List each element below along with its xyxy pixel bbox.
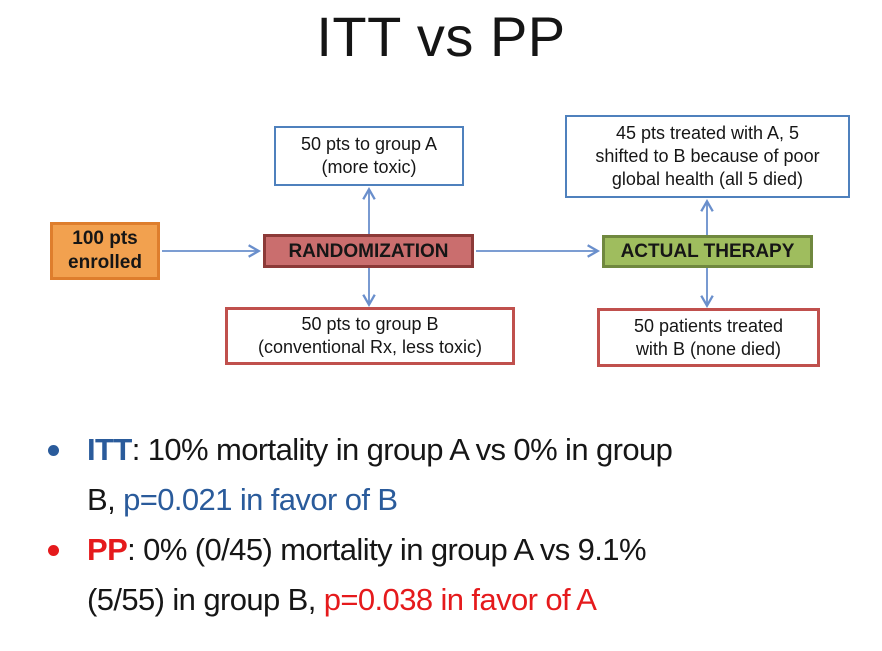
bullet-text-segment: p=0.021 in favor of B <box>123 482 398 517</box>
node-group-a: 50 pts to group A (more toxic) <box>274 126 464 186</box>
node-enrolled: 100 pts enrolled <box>50 222 160 280</box>
bullet-text-segment: : 10% mortality in group A vs 0% in grou… <box>87 432 673 517</box>
node-group-b: 50 pts to group B (conventional Rx, less… <box>225 307 515 365</box>
bullet-item: PP: 0% (0/45) mortality in group A vs 9.… <box>38 525 850 625</box>
bullet-dot-icon <box>48 445 59 456</box>
flow-diagram: 50 pts to group A (more toxic) 45 pts tr… <box>0 100 882 400</box>
bullet-text: PP: 0% (0/45) mortality in group A vs 9.… <box>87 525 647 625</box>
bullet-text: ITT: 10% mortality in group A vs 0% in g… <box>87 425 673 525</box>
bullet-dot-icon <box>48 545 59 556</box>
node-actual-therapy: ACTUAL THERAPY <box>602 235 813 268</box>
node-randomization: RANDOMIZATION <box>263 234 474 268</box>
bullet-text-segment: p=0.038 in favor of A <box>323 582 597 617</box>
page-title: ITT vs PP <box>316 5 566 68</box>
node-outcome-a: 45 pts treated with A, 5 shifted to B be… <box>565 115 850 198</box>
bullet-list: ITT: 10% mortality in group A vs 0% in g… <box>38 425 850 625</box>
bullet-text-segment: ITT <box>87 432 132 467</box>
node-outcome-b: 50 patients treated with B (none died) <box>597 308 820 367</box>
bullet-text-segment: PP <box>87 532 128 567</box>
bullet-text-segment: : 0% (0/45) mortality in group A vs 9.1%… <box>87 532 647 617</box>
bullet-item: ITT: 10% mortality in group A vs 0% in g… <box>38 425 850 525</box>
